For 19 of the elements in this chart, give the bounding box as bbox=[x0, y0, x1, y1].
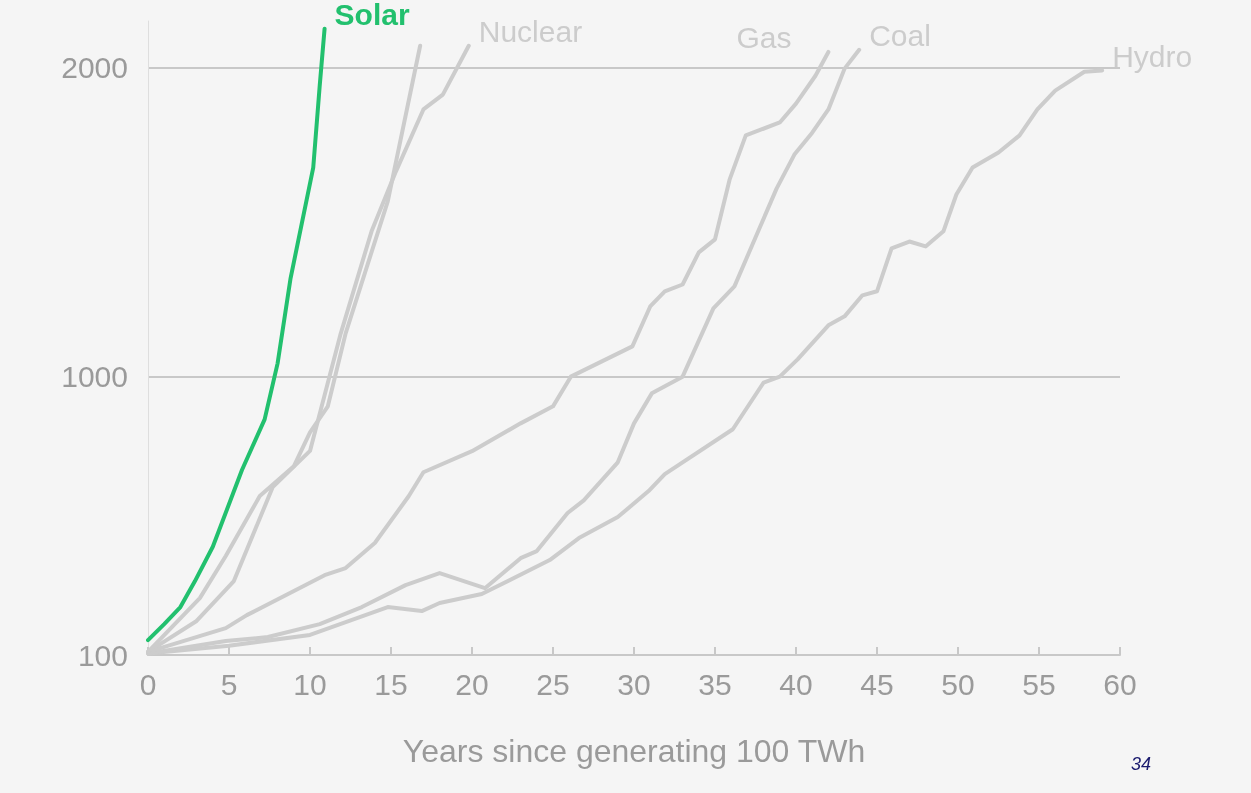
series-label: Solar bbox=[334, 0, 410, 32]
x-tick-label: 25 bbox=[536, 667, 570, 701]
x-tick-label: 15 bbox=[374, 667, 408, 701]
x-tick-label: 50 bbox=[941, 667, 975, 701]
x-tick-label: 10 bbox=[293, 667, 327, 701]
x-tick-label: 60 bbox=[1103, 667, 1137, 701]
x-tick-label: 0 bbox=[139, 667, 157, 701]
x-tick-label: 55 bbox=[1022, 667, 1056, 701]
y-tick-label: 2000 bbox=[61, 50, 128, 84]
x-tick-label: 45 bbox=[860, 667, 894, 701]
y-tick-label: 1000 bbox=[61, 360, 128, 394]
x-axis-title: Years since generating 100 TWh bbox=[402, 733, 866, 769]
x-tick-label: 5 bbox=[220, 667, 238, 701]
y-tick-label: 100 bbox=[77, 638, 128, 672]
x-tick-label: 30 bbox=[617, 667, 651, 701]
x-tick-label: 20 bbox=[455, 667, 489, 701]
x-tick-label: 35 bbox=[698, 667, 732, 701]
x-tick-label: 40 bbox=[779, 667, 813, 701]
text: 34 bbox=[1130, 754, 1152, 774]
